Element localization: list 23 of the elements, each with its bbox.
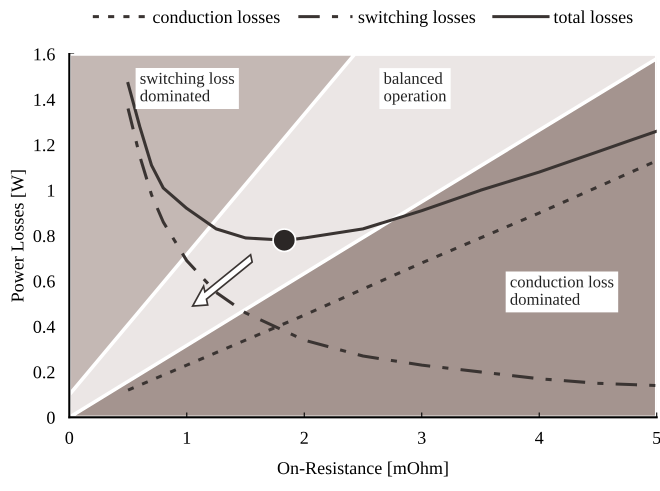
y-tick-label: 1.4	[34, 94, 56, 106]
y-tick-label: 0.4	[34, 320, 56, 334]
legend-label: switching losses	[358, 10, 476, 27]
x-tick-label: 2	[300, 432, 308, 444]
y-tick-label: 1.2	[34, 139, 54, 152]
x-tick-label: 1	[184, 432, 190, 444]
y-tick-label: 0.6	[34, 275, 55, 288]
x-axis-title: On-Resistance [mOhm]	[278, 462, 448, 476]
annotation: balanced operation	[384, 72, 446, 105]
x-tick-label: 3	[418, 432, 426, 444]
line-series	[126, 106, 657, 388]
y-tick-label: 1.6	[34, 48, 55, 61]
y-tick-label: 1	[48, 184, 54, 197]
annotation: switching loss dominated	[140, 72, 234, 102]
annotation: conduction loss dominated	[510, 276, 614, 305]
y-tick-label: 0.2	[34, 366, 54, 378]
y-axis-title: Power Losses [W]	[10, 170, 26, 302]
y-tick-label: 0.8	[34, 230, 55, 242]
x-tick-label: 4	[535, 432, 544, 444]
y-tick-label: 0	[47, 412, 55, 424]
legend-label: total losses	[554, 10, 633, 24]
x-tick-label: 0	[65, 432, 74, 444]
legend-label: conduction losses	[153, 10, 280, 24]
